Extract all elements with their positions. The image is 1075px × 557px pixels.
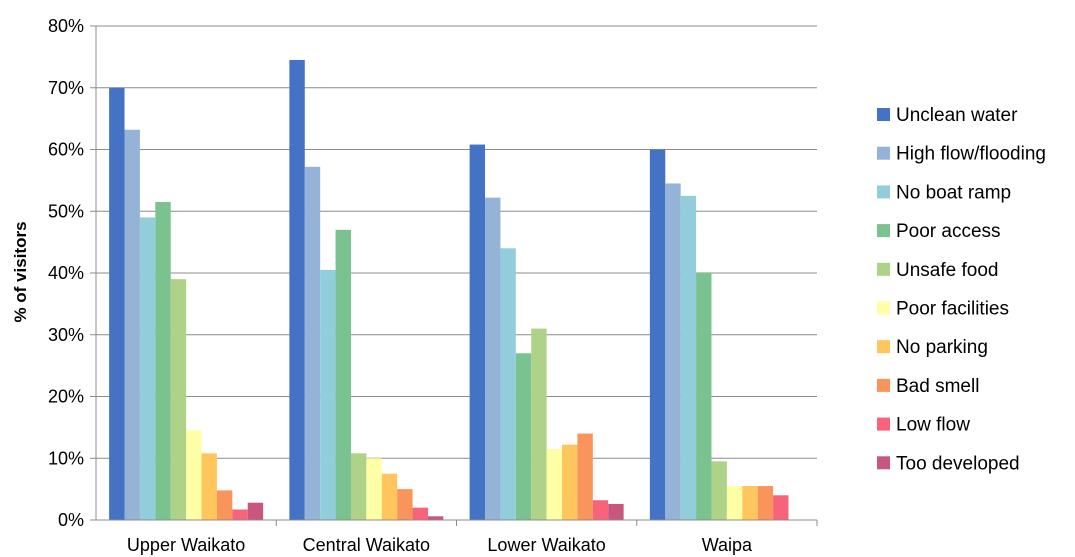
bar	[412, 507, 428, 520]
y-tick-label: 50%	[48, 201, 84, 221]
legend-label: Bad smell	[896, 376, 979, 397]
legend-swatch	[877, 262, 890, 276]
legend: Unclean water High flow/flooding No boat r…	[877, 105, 1046, 474]
bar	[742, 486, 758, 520]
bar	[546, 448, 563, 520]
bar	[500, 248, 516, 521]
axes	[95, 26, 818, 526]
legend-swatch	[877, 340, 890, 354]
legend-label: Too developed	[896, 453, 1020, 474]
bar	[289, 59, 305, 521]
bar	[608, 503, 624, 520]
y-tick-label: 40%	[48, 263, 84, 283]
bar	[649, 149, 666, 520]
bar	[680, 195, 697, 520]
bar	[485, 197, 501, 521]
bars	[109, 59, 789, 521]
y-tick-label: 70%	[48, 78, 84, 98]
bar	[155, 201, 171, 521]
legend-label: High flow/flooding	[896, 144, 1046, 165]
x-category-label: Lower Waikato	[487, 535, 605, 555]
bar	[757, 486, 774, 520]
bar	[366, 458, 382, 520]
bar	[515, 353, 532, 520]
y-axis-tick-labels: 0% 10% 20% 30% 40% 50% 60% 70% 80%	[48, 16, 84, 530]
bar	[531, 328, 547, 520]
legend-label: Poor facilities	[896, 299, 1009, 320]
bar	[696, 273, 712, 520]
x-category-label: Central Waikato	[303, 535, 430, 555]
legend-swatch	[877, 378, 890, 392]
bar	[773, 495, 789, 520]
legend-label: Poor access	[896, 221, 1001, 242]
bar	[711, 461, 727, 520]
y-tick-label: 80%	[48, 16, 84, 36]
legend-label: Low flow	[896, 415, 970, 436]
bar	[665, 183, 681, 520]
y-tick-label: 20%	[48, 387, 84, 407]
legend-swatch	[877, 301, 890, 315]
legend-label: Unsafe food	[896, 260, 998, 281]
x-category-label: Waipa	[702, 535, 753, 555]
bar	[170, 279, 187, 520]
bar	[726, 486, 743, 520]
bar	[124, 129, 140, 521]
bar	[320, 269, 336, 520]
bar	[304, 166, 321, 521]
bar	[247, 502, 264, 520]
x-category-label: Upper Waikato	[127, 535, 245, 555]
bar	[469, 144, 486, 520]
bar	[350, 453, 367, 520]
x-axis-category-labels: Upper Waikato Central Waikato Lower Waikat…	[127, 535, 753, 555]
legend-label: Unclean water	[896, 105, 1018, 126]
y-tick-label: 30%	[48, 325, 84, 345]
bar	[592, 500, 609, 520]
bar	[427, 516, 444, 520]
bar	[139, 217, 156, 521]
bar	[109, 87, 125, 520]
legend-swatch	[877, 456, 890, 470]
legend-label: No parking	[896, 337, 988, 358]
bar	[216, 490, 233, 520]
bar	[201, 453, 217, 520]
y-tick-label: 10%	[48, 448, 84, 468]
y-tick-label: 0%	[58, 510, 84, 530]
bar	[232, 509, 248, 520]
bar	[186, 430, 202, 520]
legend-label: No boat ramp	[896, 182, 1011, 203]
bar	[397, 489, 413, 520]
y-axis-label: % of visitors	[11, 221, 30, 322]
y-tick-label: 60%	[48, 140, 84, 160]
legend-swatch	[877, 185, 890, 199]
legend-swatch	[877, 108, 890, 121]
legend-swatch	[877, 417, 890, 431]
legend-swatch	[877, 224, 890, 238]
bar	[335, 229, 351, 520]
bar	[562, 444, 578, 520]
bar	[577, 433, 593, 520]
legend-swatch	[877, 146, 890, 160]
bar	[381, 473, 398, 520]
